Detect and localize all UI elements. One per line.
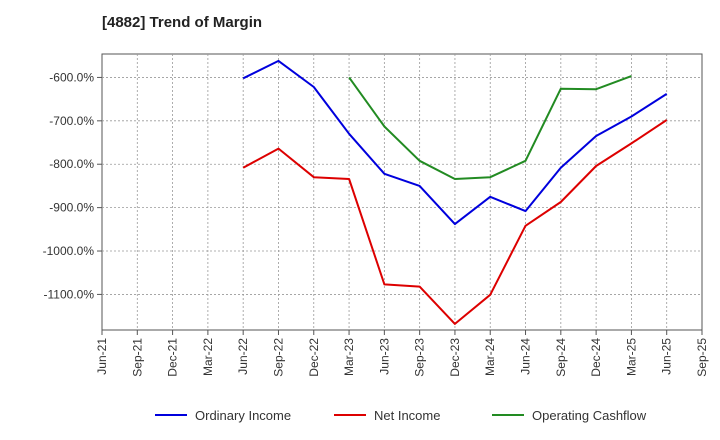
x-tick-label: Mar-23 — [342, 338, 356, 376]
y-tick-label: -800.0% — [49, 157, 94, 171]
y-tick-label: -600.0% — [49, 70, 94, 84]
x-tick-label: Dec-24 — [589, 338, 603, 377]
x-tick-label: Dec-22 — [307, 338, 321, 377]
x-tick-label: Sep-21 — [130, 338, 144, 377]
series-line-operating-cashflow — [348, 75, 632, 180]
legend-label-operating-cashflow: Operating Cashflow — [532, 408, 647, 423]
legend-label-net-income: Net Income — [374, 408, 440, 423]
x-tick-label: Jun-21 — [95, 338, 109, 375]
x-tick-label: Jun-24 — [519, 338, 533, 375]
y-tick-label: -1100.0% — [44, 287, 95, 301]
x-tick-label: Mar-24 — [483, 338, 497, 376]
x-tick-label: Sep-25 — [695, 338, 709, 377]
x-tick-label: Jun-23 — [377, 338, 391, 375]
series-line-net-income — [242, 119, 668, 325]
series-line-ordinary-income — [242, 59, 668, 226]
legend: Ordinary Income Net Income Operating Cashf… — [155, 408, 647, 423]
x-tick-label: Jun-22 — [236, 338, 250, 375]
chart-title: [4882] Trend of Margin — [102, 14, 263, 31]
x-tick-label: Sep-23 — [413, 338, 427, 377]
x-axis-ticks: Jun-21 Sep-21 Dec-21 Mar-22 Jun-22 Sep-22 Dec-… — [95, 330, 709, 377]
y-tick-label: -900.0% — [49, 201, 94, 215]
y-axis-ticks: -600.0% -700.0% -800.0% -900.0% -1000.0% -110… — [43, 70, 102, 301]
x-tick-label: Mar-22 — [201, 338, 215, 376]
x-tick-label: Dec-21 — [166, 338, 180, 377]
x-tick-label: Mar-25 — [624, 338, 638, 376]
plot-area — [101, 53, 703, 331]
x-tick-label: Sep-22 — [271, 338, 285, 377]
y-tick-label: -1000.0% — [43, 244, 95, 258]
x-tick-label: Jun-25 — [660, 338, 674, 375]
series-lines — [242, 59, 668, 325]
grid-lines — [102, 54, 702, 330]
legend-label-ordinary-income: Ordinary Income — [195, 408, 291, 423]
x-tick-label: Sep-24 — [554, 338, 568, 377]
y-tick-label: -700.0% — [49, 114, 94, 128]
x-tick-label: Dec-23 — [448, 338, 462, 377]
